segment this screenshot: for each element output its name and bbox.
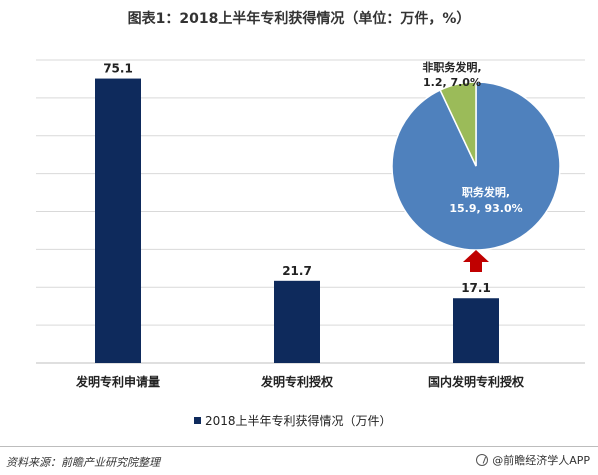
chart-title: 图表1：2018上半年专利获得情况（单位：万件，%） (127, 11, 471, 27)
pie-chart (391, 81, 561, 251)
brand-logo-icon (476, 454, 489, 466)
footer-divider (0, 446, 598, 447)
up-arrow-icon (463, 250, 489, 272)
bar (274, 280, 320, 363)
pie-main-value: 15.9, 93.0% (449, 202, 522, 215)
bar-series (95, 78, 499, 363)
bar (453, 298, 499, 363)
legend: 2018上半年专利获得情况（万件） (194, 413, 392, 428)
bar-value-label: 17.1 (461, 281, 491, 295)
legend-label: 2018上半年专利获得情况（万件） (205, 413, 392, 428)
brand-text: @前瞻经济学人APP (492, 454, 590, 467)
bar-value-labels: 75.1 21.7 17.1 (103, 62, 491, 296)
pie-slice (439, 81, 477, 167)
bar-value-label: 21.7 (282, 264, 312, 278)
category-label: 发明专利授权 (260, 374, 334, 389)
brand: @前瞻经济学人APP (476, 452, 590, 468)
bar-value-label: 75.1 (103, 62, 133, 76)
category-label: 发明专利申请量 (75, 374, 160, 389)
pie-main-label: 职务发明, (462, 185, 510, 199)
pie-minor-value: 1.2, 7.0% (423, 76, 481, 89)
category-label: 国内发明专利授权 (428, 374, 525, 389)
source-note: 资料来源：前瞻产业研究院整理 (6, 456, 160, 469)
pie-labels: 非职务发明, 1.2, 7.0% 职务发明, 15.9, 93.0% (422, 60, 522, 215)
legend-swatch (194, 417, 201, 424)
bar (95, 78, 141, 363)
category-labels: 发明专利申请量 发明专利授权 国内发明专利授权 (75, 374, 525, 389)
pie-minor-label: 非职务发明, (422, 60, 481, 74)
